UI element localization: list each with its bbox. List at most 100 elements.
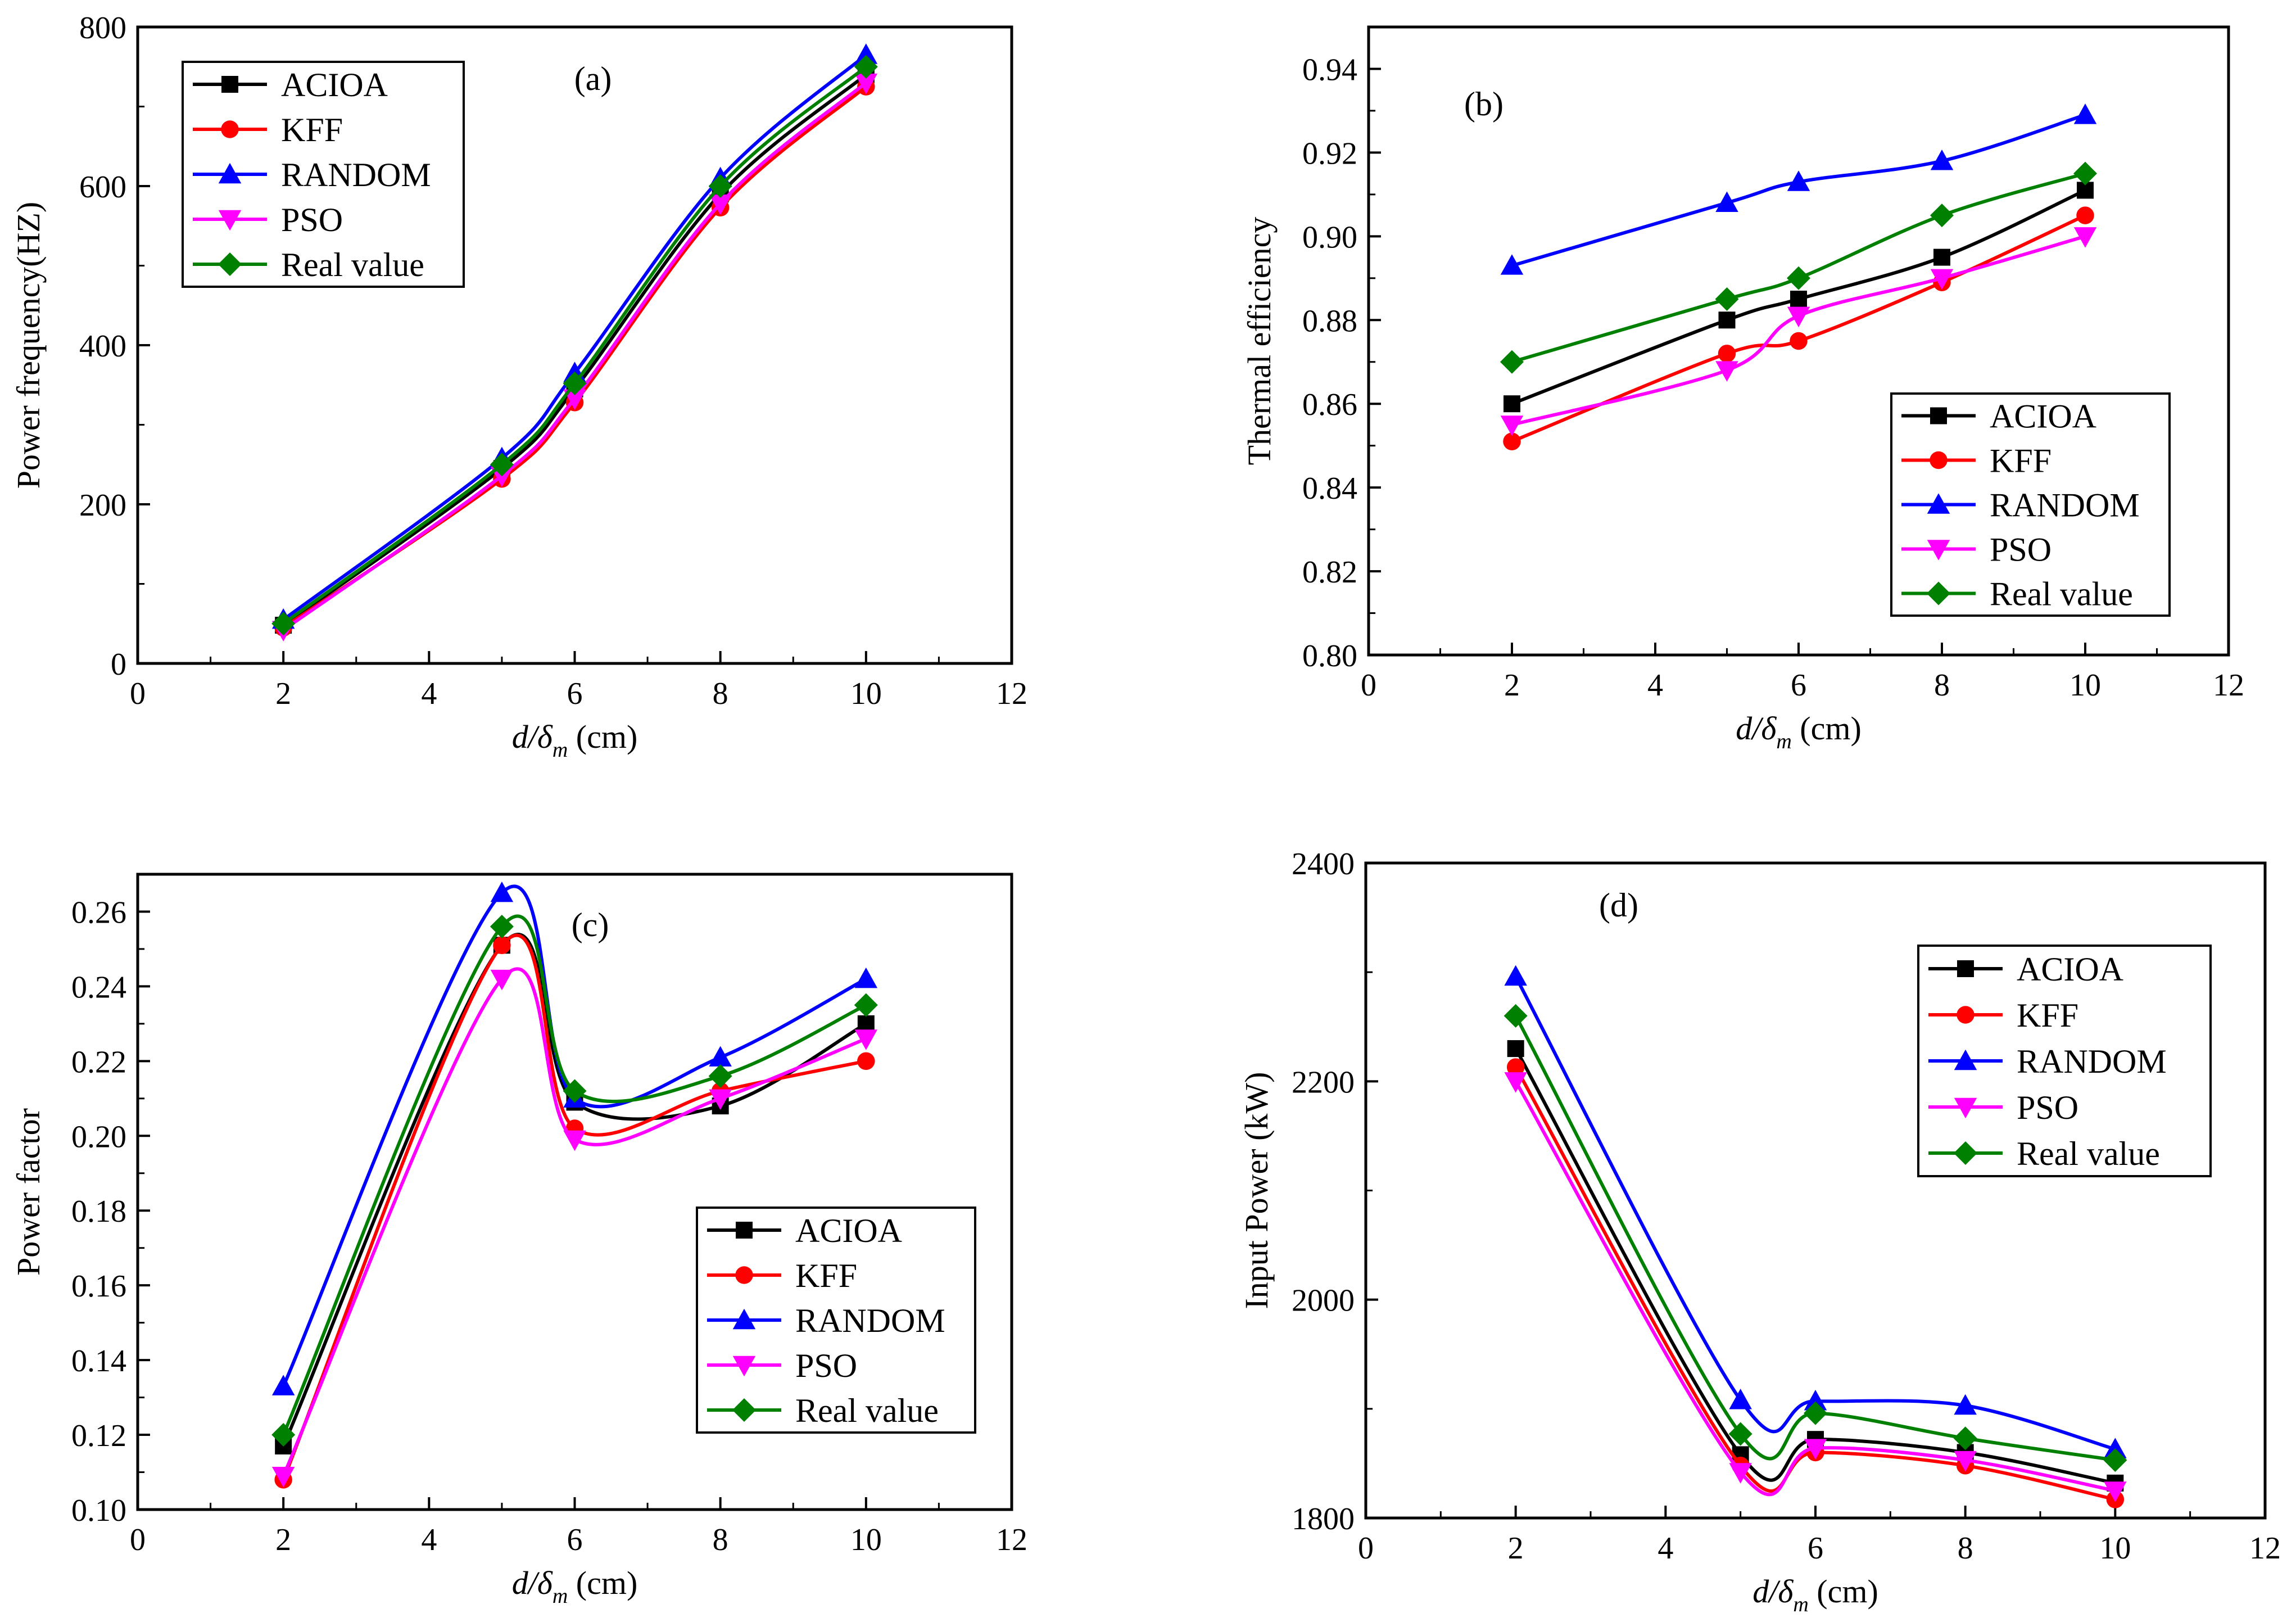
legend-marker: [221, 120, 239, 138]
data-point: [854, 967, 878, 988]
data-point: [1953, 1426, 1977, 1451]
legend-label: RANDOM: [795, 1302, 945, 1339]
data-point: [2103, 1448, 2127, 1472]
data-point: [1954, 1394, 1977, 1415]
y-tick-label: 0.90: [1302, 220, 1357, 255]
panel-2: 0 2 4 6 8 10 12 0.80 0.82 0.84 0.86 0.88 0.90 0.92 0.9…: [1241, 25, 2244, 753]
x-axis-title: d/δm (cm): [512, 719, 638, 762]
x-tick-label: 4: [1647, 668, 1663, 703]
x-tick-label: 6: [567, 1522, 583, 1557]
x-axis-title: d/δm (cm): [1736, 710, 1862, 753]
x-tick-label: 10: [2099, 1531, 2131, 1566]
legend-marker: [1930, 451, 1948, 469]
legend-label: ACIOA: [1990, 398, 2096, 435]
data-point: [563, 1130, 586, 1151]
y-tick-label: 1800: [1292, 1502, 1355, 1537]
data-point: [1715, 287, 1739, 311]
y-tick-label: 0.14: [71, 1344, 126, 1379]
legend-label: RANDOM: [2017, 1043, 2167, 1080]
series-line: [1514, 975, 2116, 1451]
y-tick-label: 0.10: [71, 1493, 126, 1528]
series-acioa: [1504, 182, 2094, 413]
panel-4: 0 2 4 6 8 10 12 1800 2000 2200 2400 d/δm (cm) Input …: [1238, 847, 2281, 1616]
series-line: [282, 933, 867, 1480]
legend-label: Real value: [795, 1392, 939, 1429]
data-point: [563, 1079, 587, 1103]
data-point: [1504, 965, 1527, 986]
series-pso: [1500, 227, 2097, 436]
y-tick-label: 0: [111, 647, 126, 682]
x-tick-label: 2: [275, 1522, 291, 1557]
legend-marker: [218, 210, 242, 231]
data-point: [2073, 103, 2097, 124]
data-point: [563, 389, 586, 410]
x-tick-label: 8: [713, 676, 728, 711]
data-point: [1503, 432, 1521, 450]
data-point: [490, 453, 514, 477]
data-point: [1930, 150, 1954, 170]
data-point: [490, 466, 514, 487]
y-tick-label: 800: [79, 11, 126, 46]
data-point: [857, 1052, 875, 1070]
data-point: [1500, 254, 1524, 275]
data-point: [854, 55, 878, 79]
data-point: [1504, 1004, 1528, 1028]
x-tick-label: 0: [130, 676, 146, 711]
series-random: [1500, 103, 2097, 275]
data-point: [1790, 332, 1808, 350]
y-tick-label: 600: [79, 170, 126, 205]
series-line: [1514, 1015, 2116, 1462]
data-point: [709, 1089, 732, 1110]
legend-label: Real value: [281, 246, 424, 283]
data-point: [1790, 291, 1807, 308]
data-point: [490, 969, 514, 991]
panel-label: (d): [1599, 887, 1638, 924]
data-point: [2073, 161, 2097, 186]
legend-marker: [1954, 1097, 1977, 1119]
legend-marker: [1930, 407, 1947, 424]
y-tick-label: 0.24: [71, 970, 126, 1005]
y-tick-label: 0.84: [1302, 471, 1357, 506]
legend-marker: [1954, 1049, 1977, 1070]
x-tick-label: 2: [1504, 668, 1520, 703]
legend-marker: [1957, 960, 1974, 977]
x-axis-title: d/δm (cm): [512, 1565, 638, 1608]
panel-1: 0 2 4 6 8 10 12 0 200 400 600 800 d/δm (cm) Power fre…: [10, 11, 1027, 762]
y-tick-label: 0.26: [71, 895, 126, 930]
series-random: [1504, 965, 2127, 1458]
data-point: [1933, 249, 1950, 266]
data-point: [490, 881, 514, 902]
x-tick-label: 8: [1958, 1531, 1973, 1566]
legend-marker: [1927, 540, 1950, 561]
legend-label: PSO: [281, 201, 343, 238]
legend: ACIOA KFF RANDOM PSO Real value: [1917, 945, 2212, 1177]
data-point: [854, 43, 878, 64]
data-point: [708, 174, 732, 198]
y-tick-label: 0.20: [71, 1119, 126, 1154]
x-tick-label: 4: [1658, 1531, 1673, 1566]
y-axis-title: Input Power (kW): [1238, 1072, 1275, 1309]
x-tick-label: 10: [850, 1522, 882, 1557]
data-point: [1930, 269, 1954, 290]
data-point: [1804, 1439, 1827, 1460]
legend-label: PSO: [2017, 1089, 2078, 1126]
legend: ACIOA KFF RANDOM PSO Real value: [1890, 392, 2171, 617]
panel-label: (a): [574, 60, 612, 97]
data-point: [1715, 361, 1738, 382]
data-point: [1804, 1401, 1827, 1425]
legend-marker: [735, 1266, 753, 1284]
x-tick-label: 8: [713, 1522, 728, 1557]
legend-label: KFF: [795, 1257, 857, 1294]
y-axis-title: Power factor: [10, 1108, 47, 1276]
y-tick-label: 2000: [1292, 1284, 1355, 1318]
legend: ACIOA KFF RANDOM PSO Real value: [696, 1207, 976, 1434]
y-tick-label: 0.22: [71, 1045, 126, 1079]
legend: ACIOA KFF RANDOM PSO Real value: [182, 61, 465, 288]
x-axis-title: d/δm (cm): [1752, 1573, 1878, 1616]
y-tick-label: 0.86: [1302, 387, 1357, 422]
data-point: [2073, 227, 2097, 248]
y-tick-label: 2400: [1292, 847, 1355, 882]
data-point: [854, 73, 878, 94]
data-point: [1729, 1463, 1752, 1484]
